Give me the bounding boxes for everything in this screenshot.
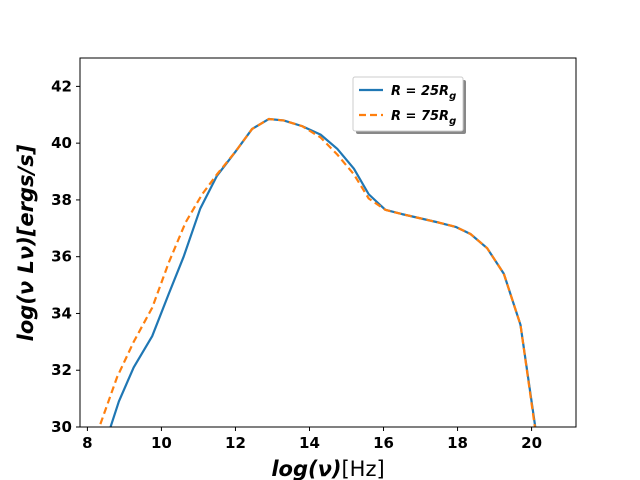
x-tick-label: 16 [373, 434, 394, 452]
x-tick-label: 20 [521, 434, 542, 452]
y-tick-label: 34 [51, 304, 72, 322]
x-tick-label: 14 [299, 434, 320, 452]
y-tick-label: 32 [51, 361, 72, 379]
plot-area [79, 57, 577, 428]
y-tick-label: 30 [51, 418, 72, 436]
y-tick-label: 40 [51, 134, 72, 152]
y-axis-title: log(ν Lν)[ergs/s] [14, 144, 38, 341]
x-axis-title: log(ν)[Hz] [271, 457, 384, 480]
x-axis: 8 10 12 14 16 18 20 [82, 427, 542, 452]
x-tick-label: 8 [82, 434, 92, 452]
y-axis: 30 32 34 36 38 40 42 [51, 77, 80, 436]
x-tick-label: 12 [225, 434, 246, 452]
legend-label-1: R = 25Rg [391, 84, 456, 102]
y-tick-label: 38 [51, 191, 72, 209]
y-tick-label: 36 [51, 248, 72, 266]
series-line-1 [109, 117, 537, 427]
series-line-2 [99, 117, 536, 427]
legend: R = 25Rg R = 75Rg [352, 76, 466, 134]
y-tick-label: 42 [51, 77, 72, 95]
plot-frame [79, 57, 577, 428]
legend-label-2: R = 75Rg [391, 109, 456, 127]
series-layer [99, 117, 537, 427]
x-tick-label: 18 [447, 434, 468, 452]
x-tick-label: 10 [151, 434, 172, 452]
